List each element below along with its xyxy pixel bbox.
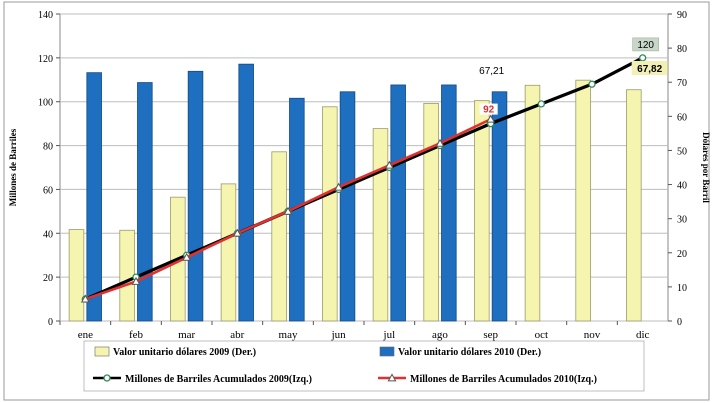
y-right-tick-label: 70 <box>677 78 687 89</box>
legend-label: Valor unitario dólares 2010 (Der.) <box>398 347 541 358</box>
y-left-tick-label: 100 <box>38 98 53 109</box>
y-left-tick-label: 80 <box>43 142 53 153</box>
legend-swatch <box>379 346 395 357</box>
y-right-tick-label: 40 <box>677 181 687 192</box>
bar-2009 <box>119 229 135 322</box>
x-tick-label: sep <box>483 329 498 341</box>
y-left-tick-label: 60 <box>43 185 53 196</box>
marker-2010 <box>486 114 496 123</box>
data-label-bg <box>479 103 498 115</box>
legend-marker <box>103 374 111 382</box>
y-left-tick-label: 40 <box>43 229 53 240</box>
x-tick-label: may <box>279 329 298 341</box>
y-right-tick-label: 10 <box>677 283 687 294</box>
bar-2009 <box>220 183 237 322</box>
marker-2010 <box>283 206 293 215</box>
bar-2010 <box>187 70 204 322</box>
marker-2010 <box>334 182 344 191</box>
y-left-tick-label: 0 <box>48 317 53 328</box>
x-tick-label: ene <box>78 329 93 341</box>
bar-2009 <box>575 79 591 322</box>
legend-marker <box>387 373 397 382</box>
bar-2010 <box>390 84 406 322</box>
bar-2009 <box>474 100 490 322</box>
bar-2009 <box>322 106 338 322</box>
bar-2010 <box>339 91 356 322</box>
data-label: 67,82 <box>637 64 662 75</box>
legend-label: Millones de Barriles Acumulados 2010(Izq… <box>410 374 597 385</box>
x-tick-label: feb <box>129 329 144 341</box>
y-right-tick-label: 30 <box>677 215 687 226</box>
bar-2009 <box>423 102 439 322</box>
marker-2010 <box>131 276 141 285</box>
marker-2010 <box>435 138 445 147</box>
y-left-tick-label: 140 <box>38 10 53 21</box>
x-tick-label: jul <box>383 329 396 341</box>
marker-2010 <box>232 228 242 237</box>
data-label: 92 <box>483 105 495 116</box>
bar-2010 <box>491 91 508 322</box>
legend-swatch <box>94 346 110 357</box>
legend-box <box>83 340 645 392</box>
y-right-tick-label: 60 <box>677 112 687 123</box>
x-tick-label: jun <box>331 329 347 341</box>
bar-2009 <box>372 128 389 322</box>
marker-2009 <box>537 100 545 108</box>
legend-label: Valor unitario dólares 2009 (Der.) <box>113 347 256 358</box>
x-tick-label: dic <box>636 329 650 341</box>
x-tick-label: ago <box>432 329 448 341</box>
y-left-tick-label: 120 <box>38 54 53 65</box>
bar-2010 <box>86 72 102 322</box>
bar-2009 <box>271 151 287 322</box>
y-right-tick-label: 50 <box>677 146 687 157</box>
y-right-tick-label: 90 <box>677 10 687 21</box>
marker-2009 <box>639 54 647 62</box>
bar-2009 <box>626 89 642 322</box>
data-label-bg <box>632 37 659 52</box>
data-label: 67,21 <box>479 66 504 77</box>
y-right-axis-label: Dólares por Barril <box>701 132 711 203</box>
bar-2010 <box>238 63 254 322</box>
y-right-tick-label: 0 <box>677 317 682 328</box>
x-tick-label: mar <box>178 329 195 341</box>
marker-2010 <box>384 160 394 169</box>
data-label-bg <box>631 60 668 75</box>
data-label: 120 <box>637 40 654 51</box>
bar-2009 <box>524 84 541 322</box>
y-left-axis-label: Millones de Barriles <box>8 128 18 206</box>
y-right-tick-label: 20 <box>677 249 687 260</box>
bar-2009 <box>68 229 85 322</box>
x-tick-label: nov <box>584 329 601 341</box>
marker-2010 <box>182 252 192 261</box>
y-right-tick-label: 80 <box>677 44 687 55</box>
legend-label: Millones de Barriles Acumulados 2009(Izq… <box>125 374 312 385</box>
y-left-tick-label: 20 <box>43 273 53 284</box>
marker-2009 <box>588 80 596 88</box>
x-tick-label: abr <box>230 329 244 341</box>
bar-2010 <box>137 82 153 322</box>
line-2009 <box>84 56 644 301</box>
marker-2010 <box>80 294 90 303</box>
x-tick-label: oct <box>535 329 548 341</box>
bar-2010 <box>441 84 457 322</box>
